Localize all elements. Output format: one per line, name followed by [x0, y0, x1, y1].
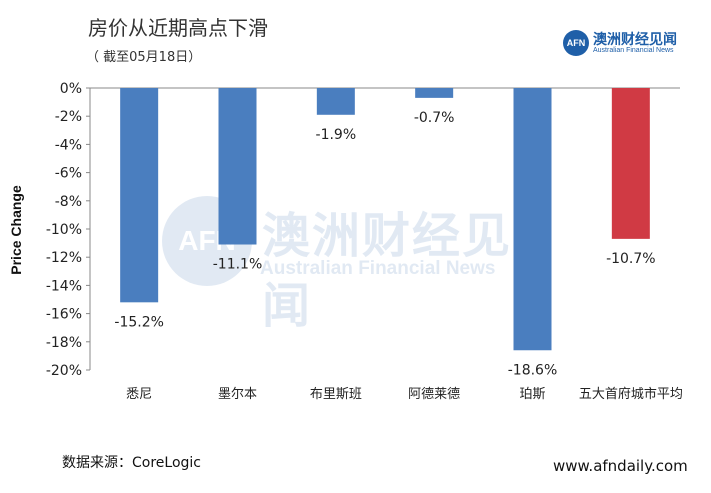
data-source: 数据来源：CoreLogic [62, 455, 201, 471]
y-tick-label: -2% [55, 109, 82, 125]
data-label: -18.6% [508, 362, 558, 378]
y-tick-label: -10% [46, 222, 82, 238]
data-label: -1.9% [316, 127, 357, 143]
bar [218, 88, 257, 245]
data-labels: -15.2% -11.1% -1.9% -0.7% -18.6% -10.7% [114, 110, 655, 378]
x-tick-label: 珀斯 [519, 387, 545, 402]
logo-badge: AFN [563, 30, 589, 56]
x-tick-label: 布里斯班 [310, 387, 362, 402]
afn-logo: AFN 澳洲财经见闻 Australian Financial News [563, 28, 703, 60]
y-tick-label: 0% [60, 81, 82, 97]
data-label: -0.7% [414, 110, 455, 126]
x-tick-label: 阿德莱德 [408, 387, 460, 402]
x-tick-label: 墨尔本 [218, 387, 257, 402]
y-axis: 0% -2% -4% -6% -8% -10% -12% -14% -16% -18% -20% [46, 81, 680, 379]
y-tick-label: -14% [46, 278, 82, 294]
y-tick-label: -6% [55, 166, 82, 182]
y-tick-label: -20% [46, 363, 82, 379]
x-axis: 悉尼 墨尔本 布里斯班 阿德莱德 珀斯 五大首府城市平均 [126, 386, 683, 402]
bar [513, 88, 552, 351]
y-tick-label: -16% [46, 307, 82, 323]
y-tick-label: -18% [46, 335, 82, 351]
logo-name-cn: 澳洲财经见闻 [593, 32, 677, 48]
bars [120, 88, 650, 351]
data-label: -11.1% [213, 257, 263, 273]
bar [415, 88, 454, 98]
x-tick-label: 五大首府城市平均 [579, 386, 683, 402]
website-url: www.afndaily.com [553, 457, 688, 475]
logo-name-en: Australian Financial News [593, 47, 674, 54]
data-label: -10.7% [606, 251, 656, 267]
bar [120, 88, 159, 303]
chart-title: 房价从近期高点下滑 [88, 16, 268, 40]
y-axis-title: Price Change [8, 185, 24, 275]
chart-subtitle: （ 截至05月18日） [86, 50, 202, 65]
bar [316, 88, 355, 115]
data-label: -15.2% [114, 314, 164, 330]
y-tick-label: -12% [46, 250, 82, 266]
y-tick-label: -4% [55, 137, 82, 153]
x-tick-label: 悉尼 [126, 387, 152, 402]
bar [611, 88, 650, 239]
y-tick-label: -8% [55, 194, 82, 210]
